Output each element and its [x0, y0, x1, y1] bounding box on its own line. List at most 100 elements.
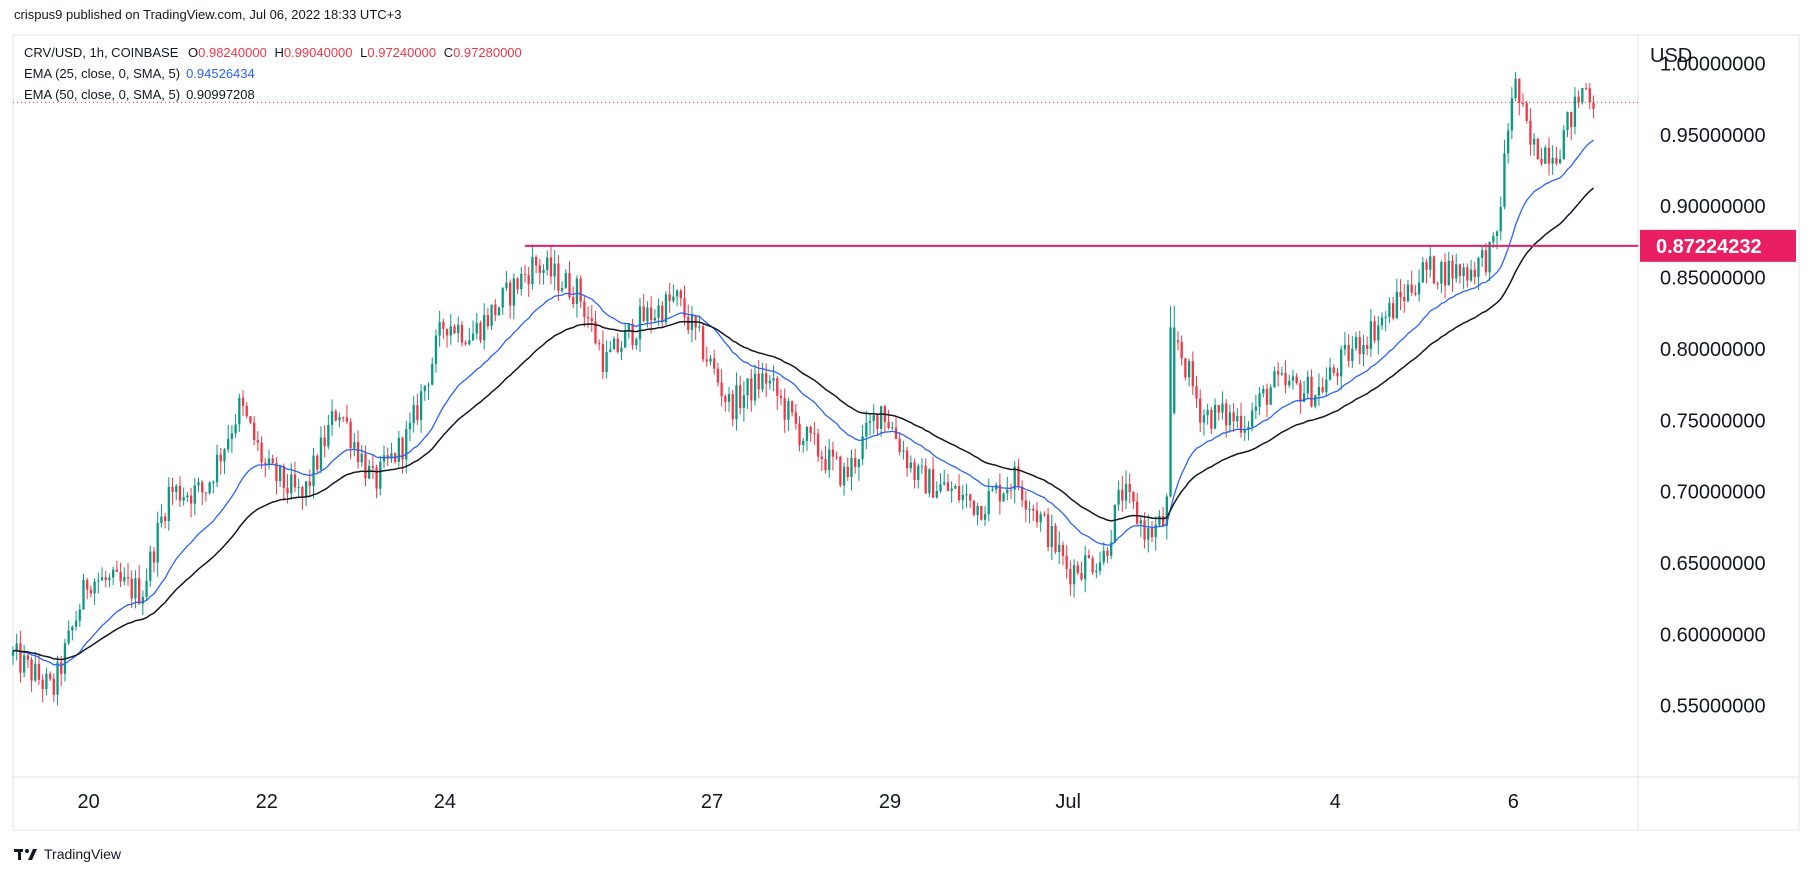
candle	[475, 312, 478, 340]
candle	[327, 414, 330, 450]
candle	[1228, 404, 1232, 433]
candle	[442, 318, 445, 340]
candle	[857, 458, 861, 481]
candle	[1544, 145, 1547, 165]
candle	[1299, 379, 1302, 414]
candle	[60, 656, 63, 687]
candle	[419, 384, 423, 433]
candle	[201, 480, 204, 505]
candle	[52, 673, 55, 702]
candle	[598, 339, 601, 351]
ema25-label: EMA (25, close, 0, SMA, 5)	[24, 66, 181, 81]
candle	[1466, 263, 1469, 288]
candle	[1154, 516, 1157, 551]
ema25-value: 0.94526434	[186, 66, 255, 81]
candle	[1284, 360, 1287, 394]
published-caption: crispus9 published on TradingView.com, J…	[14, 7, 402, 22]
candle	[175, 484, 178, 501]
candle	[1035, 502, 1039, 528]
candle	[1124, 470, 1128, 510]
candle	[538, 258, 541, 285]
candle	[1532, 133, 1536, 156]
candle	[802, 437, 805, 453]
candle	[464, 340, 467, 346]
candle	[490, 304, 493, 330]
candle	[876, 415, 879, 436]
candle	[390, 442, 393, 463]
candle	[1273, 366, 1276, 388]
candle	[468, 328, 471, 346]
resistance-price-badge	[1640, 229, 1796, 262]
candle	[590, 305, 593, 333]
candle	[790, 400, 794, 417]
candle	[1288, 374, 1291, 388]
candle	[701, 324, 705, 363]
candle	[1380, 312, 1384, 330]
candle	[583, 295, 586, 328]
candle	[1525, 100, 1528, 124]
candle	[1043, 511, 1046, 518]
candle	[683, 285, 686, 326]
candle	[19, 630, 22, 683]
candle	[1373, 315, 1376, 344]
candle	[323, 425, 326, 458]
candle	[149, 545, 152, 587]
candle	[572, 286, 575, 309]
candle	[1306, 370, 1309, 399]
candle	[460, 320, 464, 347]
candle	[761, 363, 764, 393]
candle	[1410, 270, 1413, 296]
candle	[141, 590, 145, 616]
candle	[1098, 551, 1102, 575]
candle	[1206, 403, 1209, 425]
candle	[868, 413, 872, 436]
time-tick-label: 20	[78, 791, 100, 813]
candle	[1551, 145, 1554, 175]
candle	[935, 481, 938, 499]
candle	[1414, 285, 1417, 297]
candle	[735, 372, 738, 431]
candle	[126, 562, 130, 586]
candle	[123, 567, 126, 586]
ema50-value: 0.90997208	[186, 87, 255, 102]
candle	[757, 359, 760, 399]
candle	[1254, 395, 1258, 420]
time-axis: 20 22 24 27 29 Jul 4 6	[78, 791, 1519, 813]
candle	[67, 620, 70, 645]
candle	[690, 305, 694, 343]
candle	[828, 438, 831, 478]
candle	[275, 457, 278, 495]
candle	[253, 415, 256, 446]
candle	[234, 413, 237, 438]
candle	[78, 603, 81, 627]
candle	[30, 656, 33, 692]
symbol-label[interactable]: CRV/USD, 1h, COINBASE	[24, 45, 179, 60]
candle	[100, 567, 104, 581]
candle	[483, 303, 486, 350]
candle	[1076, 560, 1079, 576]
candle	[913, 458, 916, 489]
candle	[1258, 387, 1261, 416]
candle	[1046, 507, 1050, 552]
legend-ema25-row[interactable]: EMA (25, close, 0, SMA, 5) 0.94526434	[24, 66, 255, 81]
candle	[898, 432, 901, 456]
candle	[1302, 380, 1306, 403]
candle	[995, 482, 998, 494]
candle	[1210, 407, 1213, 434]
candle	[330, 399, 334, 436]
candle	[178, 476, 182, 507]
candle	[160, 504, 163, 528]
candle	[1536, 138, 1539, 160]
candle	[531, 244, 534, 290]
time-tick-label: 29	[879, 791, 901, 813]
legend-ema50-row[interactable]: EMA (50, close, 0, SMA, 5) 0.90997208	[24, 87, 255, 102]
candle	[1547, 137, 1551, 176]
candle	[204, 492, 208, 502]
candle	[553, 249, 556, 291]
candle	[1217, 404, 1220, 421]
candle	[48, 671, 52, 681]
candle	[579, 275, 582, 308]
candle	[1095, 563, 1098, 579]
tradingview-brand[interactable]: TradingView	[14, 846, 121, 862]
